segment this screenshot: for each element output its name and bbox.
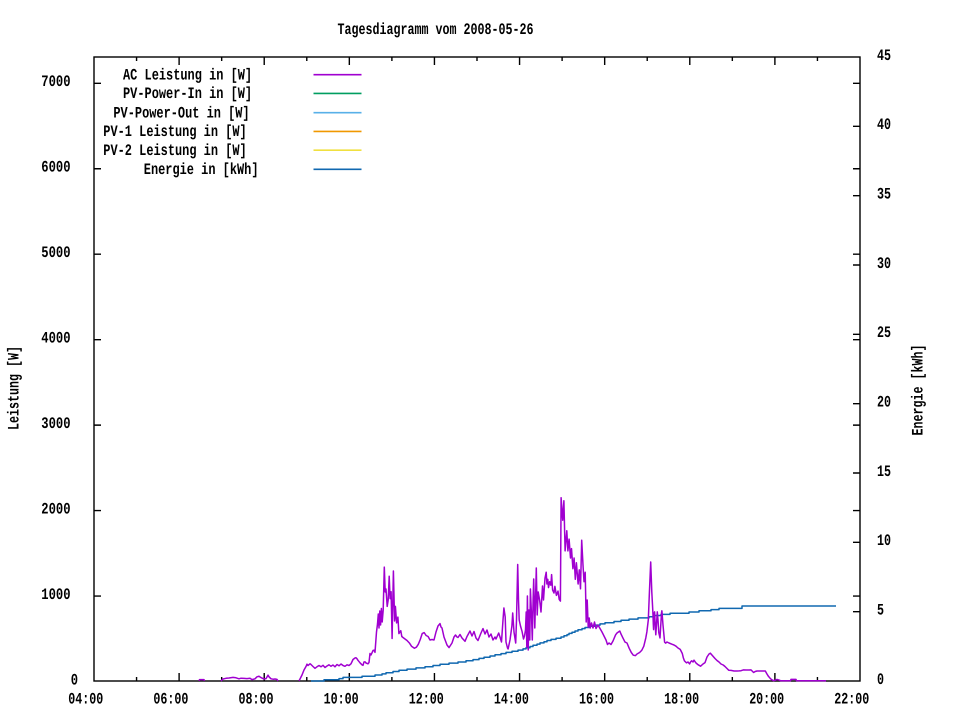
svg-text:7000: 7000 (41, 73, 70, 91)
svg-text:4000: 4000 (41, 330, 70, 348)
svg-text:Leistung [W]: Leistung [W] (6, 346, 24, 430)
svg-text:25: 25 (877, 324, 891, 342)
svg-text:5: 5 (877, 602, 884, 620)
svg-text:30: 30 (877, 255, 891, 273)
svg-text:06:00: 06:00 (153, 691, 188, 709)
svg-text:PV-1 Leistung in [W]: PV-1 Leistung in [W] (103, 123, 246, 141)
svg-text:14:00: 14:00 (494, 691, 529, 709)
svg-text:40: 40 (877, 116, 891, 134)
svg-text:0: 0 (877, 671, 884, 689)
svg-text:10:00: 10:00 (324, 691, 359, 709)
svg-text:20: 20 (877, 394, 891, 412)
svg-text:1000: 1000 (41, 586, 70, 604)
svg-text:12:00: 12:00 (409, 691, 444, 709)
svg-text:3000: 3000 (41, 415, 70, 433)
svg-text:08:00: 08:00 (239, 691, 274, 709)
svg-text:16:00: 16:00 (579, 691, 614, 709)
svg-text:5000: 5000 (41, 244, 70, 262)
svg-text:Energie [kWh]: Energie [kWh] (910, 345, 928, 436)
svg-text:PV-Power-Out in [W]: PV-Power-Out in [W] (113, 104, 249, 122)
svg-text:35: 35 (877, 186, 891, 204)
svg-text:AC Leistung in [W]: AC Leistung in [W] (123, 66, 252, 84)
svg-text:PV-Power-In in [W]: PV-Power-In in [W] (123, 85, 252, 103)
svg-text:0: 0 (71, 671, 78, 689)
svg-text:PV-2 Leistung in [W]: PV-2 Leistung in [W] (103, 142, 246, 160)
svg-text:6000: 6000 (41, 159, 70, 177)
svg-text:45: 45 (877, 47, 891, 65)
svg-text:15: 15 (877, 463, 891, 481)
svg-text:18:00: 18:00 (664, 691, 699, 709)
svg-text:04:00: 04:00 (68, 691, 103, 709)
svg-text:22:00: 22:00 (834, 691, 869, 709)
svg-text:10: 10 (877, 532, 891, 550)
svg-text:2000: 2000 (41, 500, 70, 518)
svg-text:Energie in [kWh]: Energie in [kWh] (144, 161, 259, 179)
svg-text:Tagesdiagramm vom 2008-05-26: Tagesdiagramm vom 2008-05-26 (338, 21, 534, 39)
svg-text:20:00: 20:00 (749, 691, 784, 709)
